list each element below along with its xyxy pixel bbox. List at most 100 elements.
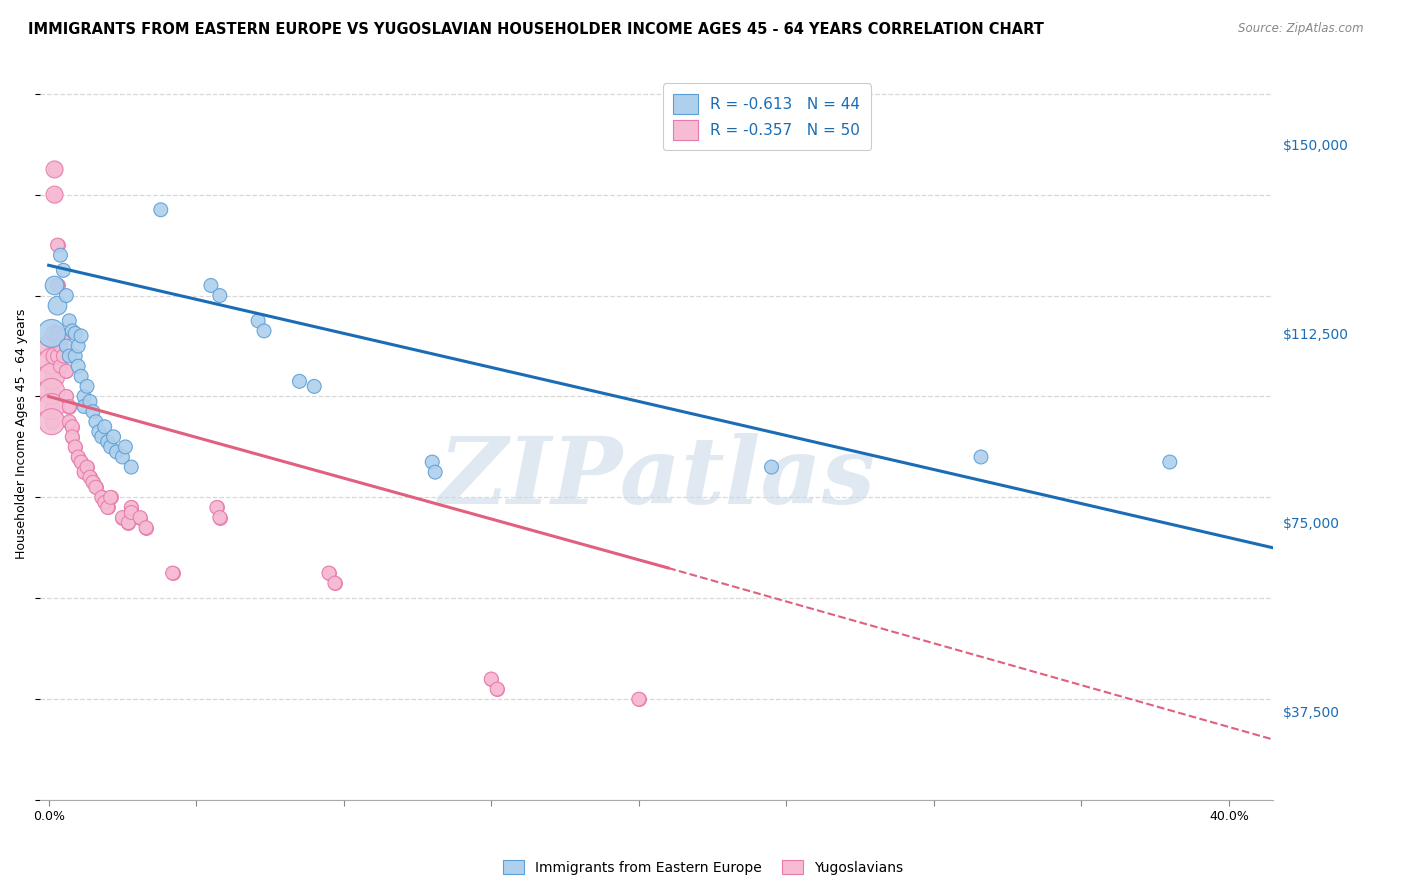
Point bbox=[46, 349, 69, 363]
Text: Source: ZipAtlas.com: Source: ZipAtlas.com bbox=[1239, 22, 1364, 36]
Point bbox=[479, 672, 502, 686]
Point bbox=[70, 369, 93, 384]
Point bbox=[87, 425, 110, 439]
Point bbox=[49, 359, 72, 374]
Point bbox=[79, 470, 101, 484]
Point bbox=[90, 430, 112, 444]
Point bbox=[97, 500, 120, 515]
Point bbox=[67, 450, 90, 464]
Point bbox=[79, 470, 101, 484]
Point bbox=[55, 288, 77, 302]
Point bbox=[120, 500, 142, 515]
Point bbox=[49, 359, 72, 374]
Point bbox=[46, 326, 69, 341]
Point bbox=[41, 326, 63, 341]
Point bbox=[55, 364, 77, 378]
Point bbox=[420, 455, 443, 469]
Point bbox=[93, 495, 115, 509]
Point bbox=[129, 510, 152, 524]
Point bbox=[318, 566, 340, 580]
Point bbox=[84, 480, 107, 494]
Point bbox=[44, 278, 66, 293]
Point bbox=[135, 521, 157, 535]
Legend: R = -0.613   N = 44, R = -0.357   N = 50: R = -0.613 N = 44, R = -0.357 N = 50 bbox=[662, 84, 870, 150]
Point bbox=[58, 415, 80, 429]
Point bbox=[79, 394, 101, 409]
Point bbox=[63, 440, 86, 454]
Point bbox=[52, 349, 75, 363]
Point bbox=[46, 278, 69, 293]
Point bbox=[58, 314, 80, 328]
Point bbox=[111, 510, 134, 524]
Point bbox=[247, 314, 270, 328]
Point bbox=[84, 415, 107, 429]
Point bbox=[44, 162, 66, 177]
Point bbox=[58, 415, 80, 429]
Point bbox=[103, 430, 125, 444]
Point bbox=[120, 500, 142, 515]
Point bbox=[60, 324, 83, 338]
Point bbox=[117, 516, 139, 530]
Point bbox=[63, 349, 86, 363]
Point bbox=[41, 415, 63, 429]
Point bbox=[60, 419, 83, 434]
Point bbox=[82, 404, 104, 418]
Point bbox=[97, 500, 120, 515]
Text: ZIPatlas: ZIPatlas bbox=[437, 434, 875, 524]
Point bbox=[200, 278, 222, 293]
Point bbox=[44, 326, 66, 341]
Point bbox=[70, 329, 93, 343]
Point bbox=[55, 389, 77, 403]
Point bbox=[479, 672, 502, 686]
Y-axis label: Householder Income Ages 45 - 64 years: Householder Income Ages 45 - 64 years bbox=[15, 310, 28, 559]
Point bbox=[208, 510, 231, 524]
Point bbox=[323, 576, 346, 591]
Point bbox=[44, 326, 66, 341]
Point bbox=[41, 369, 63, 384]
Point bbox=[46, 299, 69, 313]
Point bbox=[67, 339, 90, 353]
Point bbox=[100, 491, 122, 505]
Point bbox=[205, 500, 228, 515]
Point bbox=[288, 374, 311, 388]
Point bbox=[44, 162, 66, 177]
Point bbox=[60, 430, 83, 444]
Point bbox=[76, 379, 98, 393]
Point bbox=[41, 400, 63, 414]
Point bbox=[105, 445, 128, 459]
Point bbox=[63, 440, 86, 454]
Point bbox=[41, 384, 63, 399]
Point bbox=[44, 187, 66, 202]
Point bbox=[73, 389, 96, 403]
Point bbox=[84, 480, 107, 494]
Point bbox=[60, 430, 83, 444]
Point bbox=[52, 329, 75, 343]
Point bbox=[46, 238, 69, 252]
Point bbox=[205, 500, 228, 515]
Point bbox=[67, 450, 90, 464]
Point bbox=[41, 415, 63, 429]
Point bbox=[100, 491, 122, 505]
Point bbox=[41, 384, 63, 399]
Point bbox=[58, 400, 80, 414]
Point bbox=[162, 566, 184, 580]
Point bbox=[486, 682, 509, 697]
Point bbox=[76, 460, 98, 475]
Point bbox=[93, 419, 115, 434]
Point bbox=[41, 354, 63, 368]
Point bbox=[323, 576, 346, 591]
Point bbox=[44, 187, 66, 202]
Point bbox=[208, 510, 231, 524]
Point bbox=[41, 339, 63, 353]
Point bbox=[63, 326, 86, 341]
Point bbox=[49, 339, 72, 353]
Point bbox=[67, 359, 90, 374]
Point bbox=[49, 248, 72, 262]
Point bbox=[318, 566, 340, 580]
Point bbox=[70, 455, 93, 469]
Point bbox=[73, 465, 96, 479]
Point bbox=[761, 460, 783, 475]
Point bbox=[208, 288, 231, 302]
Point bbox=[49, 339, 72, 353]
Point bbox=[58, 349, 80, 363]
